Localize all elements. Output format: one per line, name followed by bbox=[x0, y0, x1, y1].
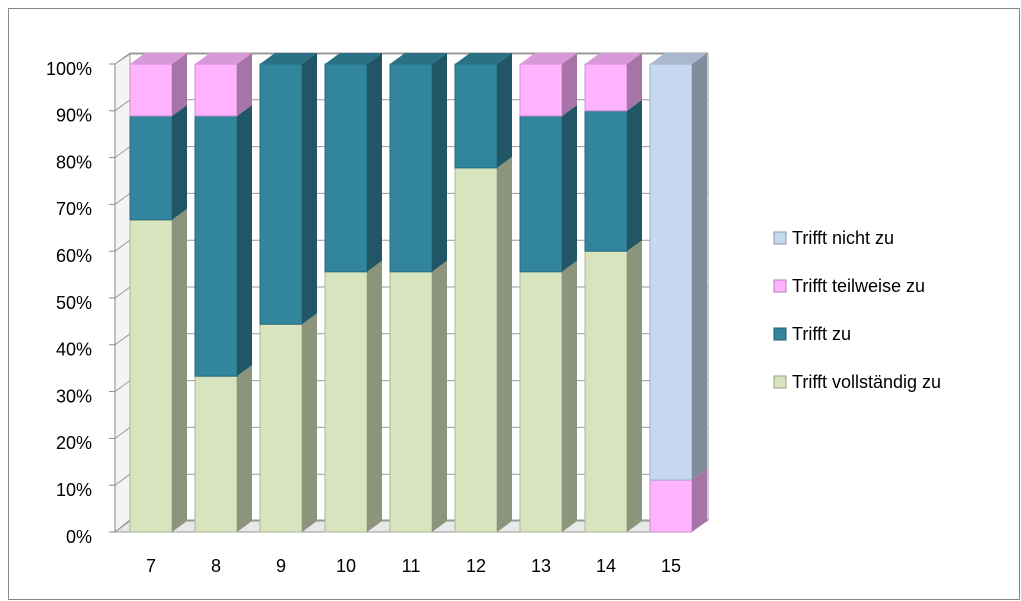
bar-segment bbox=[584, 63, 628, 112]
bar-top bbox=[520, 53, 577, 64]
bar-segment bbox=[584, 250, 628, 533]
legend-swatch bbox=[773, 375, 787, 389]
grid-line-side bbox=[114, 192, 131, 205]
y-tick-label: 100% bbox=[46, 59, 92, 79]
bar-side bbox=[172, 53, 187, 116]
y-tick-label: 40% bbox=[56, 340, 92, 360]
grid-line-side bbox=[114, 333, 131, 346]
bar-segment bbox=[324, 63, 368, 273]
y-tick-label: 10% bbox=[56, 480, 92, 500]
legend-label: Trifft vollständig zu bbox=[792, 372, 941, 392]
y-tick-label: 50% bbox=[56, 293, 92, 313]
grid-line-side bbox=[114, 380, 131, 393]
bar-side bbox=[237, 104, 252, 377]
bar-side bbox=[627, 240, 642, 532]
legend-swatch bbox=[773, 231, 787, 245]
bar-side bbox=[172, 104, 187, 220]
legend-swatch bbox=[773, 327, 787, 341]
bar-segment bbox=[129, 219, 173, 533]
bar-segment bbox=[194, 375, 238, 533]
x-tick-label: 12 bbox=[466, 556, 486, 576]
x-tick-label: 8 bbox=[211, 556, 221, 576]
grid-line-side bbox=[114, 146, 131, 159]
grid-line-side bbox=[114, 426, 131, 439]
bar-top bbox=[650, 53, 707, 64]
x-tick-label: 9 bbox=[276, 556, 286, 576]
bar-segment bbox=[129, 115, 173, 221]
bar-side bbox=[562, 260, 577, 532]
x-tick-label: 11 bbox=[402, 556, 421, 576]
bar-segment bbox=[649, 63, 693, 481]
bar-side bbox=[172, 208, 187, 532]
bar-side bbox=[302, 53, 317, 325]
bar-side bbox=[692, 469, 707, 532]
bar-segment bbox=[324, 271, 368, 533]
bar-side bbox=[562, 104, 577, 272]
y-tick-label: 0% bbox=[66, 527, 92, 547]
y-tick-label: 70% bbox=[56, 199, 92, 219]
bar-side bbox=[237, 365, 252, 532]
bar-segment bbox=[389, 271, 433, 533]
bar-top bbox=[130, 53, 187, 64]
legend-swatch bbox=[773, 279, 787, 293]
bar-top bbox=[195, 53, 252, 64]
bar-top bbox=[325, 53, 382, 64]
bar-segment bbox=[129, 63, 173, 117]
y-tick-label: 80% bbox=[56, 152, 92, 172]
y-tick-label: 20% bbox=[56, 433, 92, 453]
bar-segment bbox=[194, 115, 238, 377]
bar-side bbox=[302, 313, 317, 532]
bar-segment bbox=[454, 167, 498, 533]
bar-side bbox=[432, 53, 447, 272]
x-tick-label: 10 bbox=[336, 556, 356, 576]
bar-segment bbox=[519, 115, 563, 273]
bar-top bbox=[455, 53, 512, 64]
bar-segment bbox=[194, 63, 238, 117]
y-tick-label: 60% bbox=[56, 246, 92, 266]
grid-line-side bbox=[114, 239, 131, 252]
bar-side bbox=[432, 260, 447, 532]
bar-side bbox=[497, 156, 512, 532]
x-tick-label: 14 bbox=[596, 556, 616, 576]
bar-segment bbox=[454, 63, 498, 169]
legend-label: Trifft teilweise zu bbox=[792, 276, 925, 296]
y-tick-label: 90% bbox=[56, 106, 92, 126]
bar-segment bbox=[259, 63, 303, 325]
y-tick-label: 30% bbox=[56, 386, 92, 406]
x-tick-label: 7 bbox=[146, 556, 156, 576]
bar-side bbox=[627, 99, 642, 252]
bar-side bbox=[627, 53, 642, 111]
bar-side bbox=[367, 53, 382, 272]
bar-side bbox=[497, 53, 512, 168]
bar-side bbox=[367, 260, 382, 532]
bar-side bbox=[692, 53, 707, 481]
bar-top bbox=[585, 53, 642, 64]
bar-segment bbox=[519, 271, 563, 533]
bar-segment bbox=[389, 63, 433, 273]
legend-label: Trifft nicht zu bbox=[792, 228, 894, 248]
grid-line-side bbox=[114, 286, 131, 299]
bar-segment bbox=[519, 63, 563, 117]
bar-side bbox=[562, 53, 577, 116]
grid-line-side bbox=[114, 520, 131, 533]
bar-segment bbox=[649, 479, 693, 533]
bar-side bbox=[237, 53, 252, 116]
grid-line-side bbox=[114, 99, 131, 112]
bar-top bbox=[260, 53, 317, 64]
x-tick-label: 13 bbox=[531, 556, 551, 576]
bar-segment bbox=[584, 110, 628, 252]
bar-top bbox=[390, 53, 447, 64]
legend-label: Trifft zu bbox=[792, 324, 851, 344]
x-tick-label: 15 bbox=[661, 556, 681, 576]
grid-line-side bbox=[114, 52, 131, 65]
bar-segment bbox=[259, 323, 303, 533]
grid-line-side bbox=[114, 473, 131, 486]
